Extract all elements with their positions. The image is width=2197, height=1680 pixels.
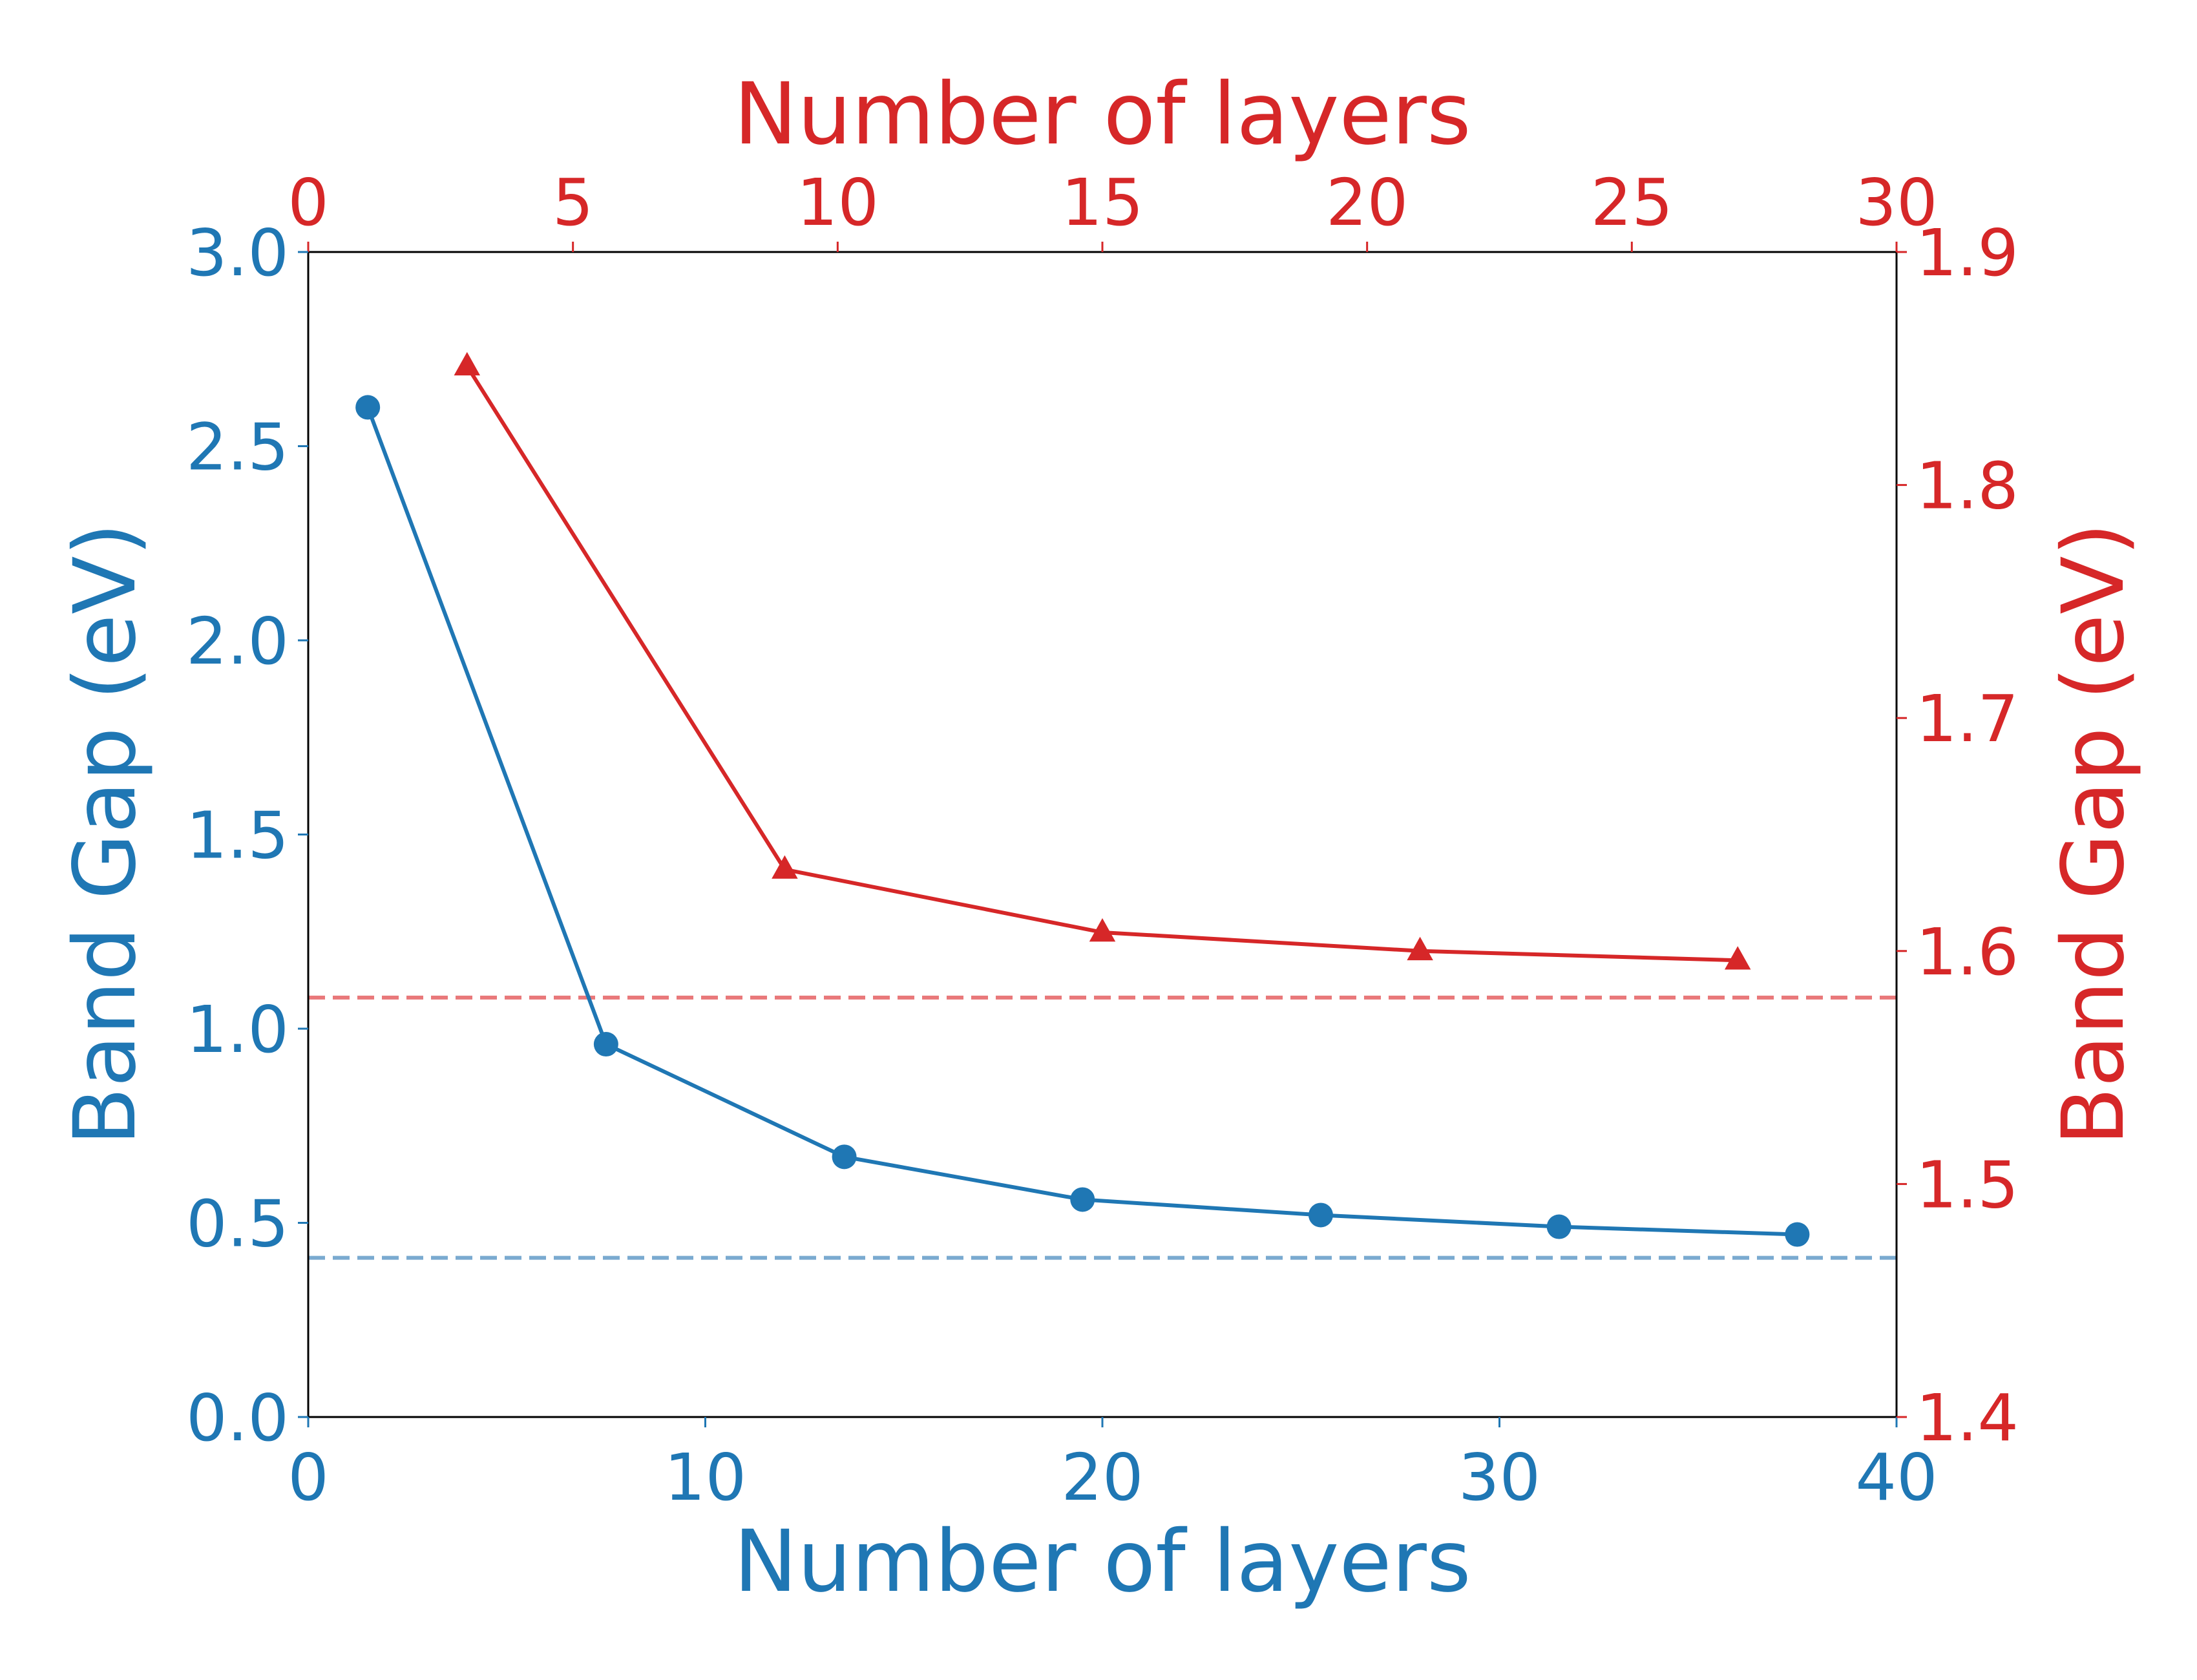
series-1-point-7 [1785,1222,1810,1247]
series-2-point-1 [454,352,481,375]
right-tick-label: 1.4 [1916,1380,2019,1456]
top-axis-title: Number of layers [733,65,1471,164]
bottom-tick-label: 20 [1061,1440,1143,1515]
right-axis-title: Band Gap (eV) [2044,523,2143,1146]
series-1-point-3 [832,1144,857,1170]
bottom-axis-title: Number of layers [733,1512,1471,1612]
right-tick-label: 1.9 [1916,215,2019,291]
left-tick-label: 0.0 [186,1380,289,1456]
reference-lines [308,995,1897,1260]
left-tick-label: 3.0 [186,215,289,291]
series-1-point-5 [1308,1202,1333,1228]
series-1-point-1 [355,395,381,420]
top-tick-label: 10 [797,165,879,240]
top-tick-label: 30 [1855,165,1937,240]
series-1-point-6 [1546,1214,1572,1239]
left-tick-label: 1.5 [186,798,289,874]
series-line-2 [465,365,1738,963]
left-tick-label: 2.0 [186,604,289,679]
top-tick-label: 15 [1061,165,1143,240]
bottom-tick-label: 40 [1855,1440,1937,1515]
series-line-1 [366,406,1798,1237]
left-tick-label: 2.5 [186,410,289,485]
bottom-tick-label: 10 [664,1440,746,1515]
series-layer [355,352,1810,1247]
left-axis-title: Band Gap (eV) [56,523,155,1146]
top-tick-label: 20 [1326,165,1408,240]
series-2-point-4 [1407,936,1433,961]
top-tick-label: 0 [288,165,329,240]
series-2-point-3 [1089,918,1116,942]
top-tick-label: 5 [552,165,594,240]
left-tick-label: 0.5 [186,1186,289,1262]
series-2-point-2 [772,855,798,879]
right-tick-label: 1.6 [1916,914,2019,990]
top-tick-label: 25 [1591,165,1673,240]
ticks-layer: 0 10 20 30 40 0 5 10 15 20 25 30 0.0 0.5 1.0 1.5 2.0 2.5 3… [186,165,2019,1515]
series-1-point-4 [1070,1187,1095,1212]
bottom-tick-label: 0 [288,1440,329,1515]
plot-frame [307,251,1898,1418]
series-2-point-5 [1724,946,1751,970]
right-tick-label: 1.7 [1916,681,2019,757]
right-tick-label: 1.8 [1916,448,2019,524]
bottom-tick-label: 30 [1458,1440,1540,1515]
right-tick-label: 1.5 [1916,1147,2019,1223]
series-1-point-2 [593,1032,618,1057]
left-tick-label: 1.0 [186,992,289,1067]
